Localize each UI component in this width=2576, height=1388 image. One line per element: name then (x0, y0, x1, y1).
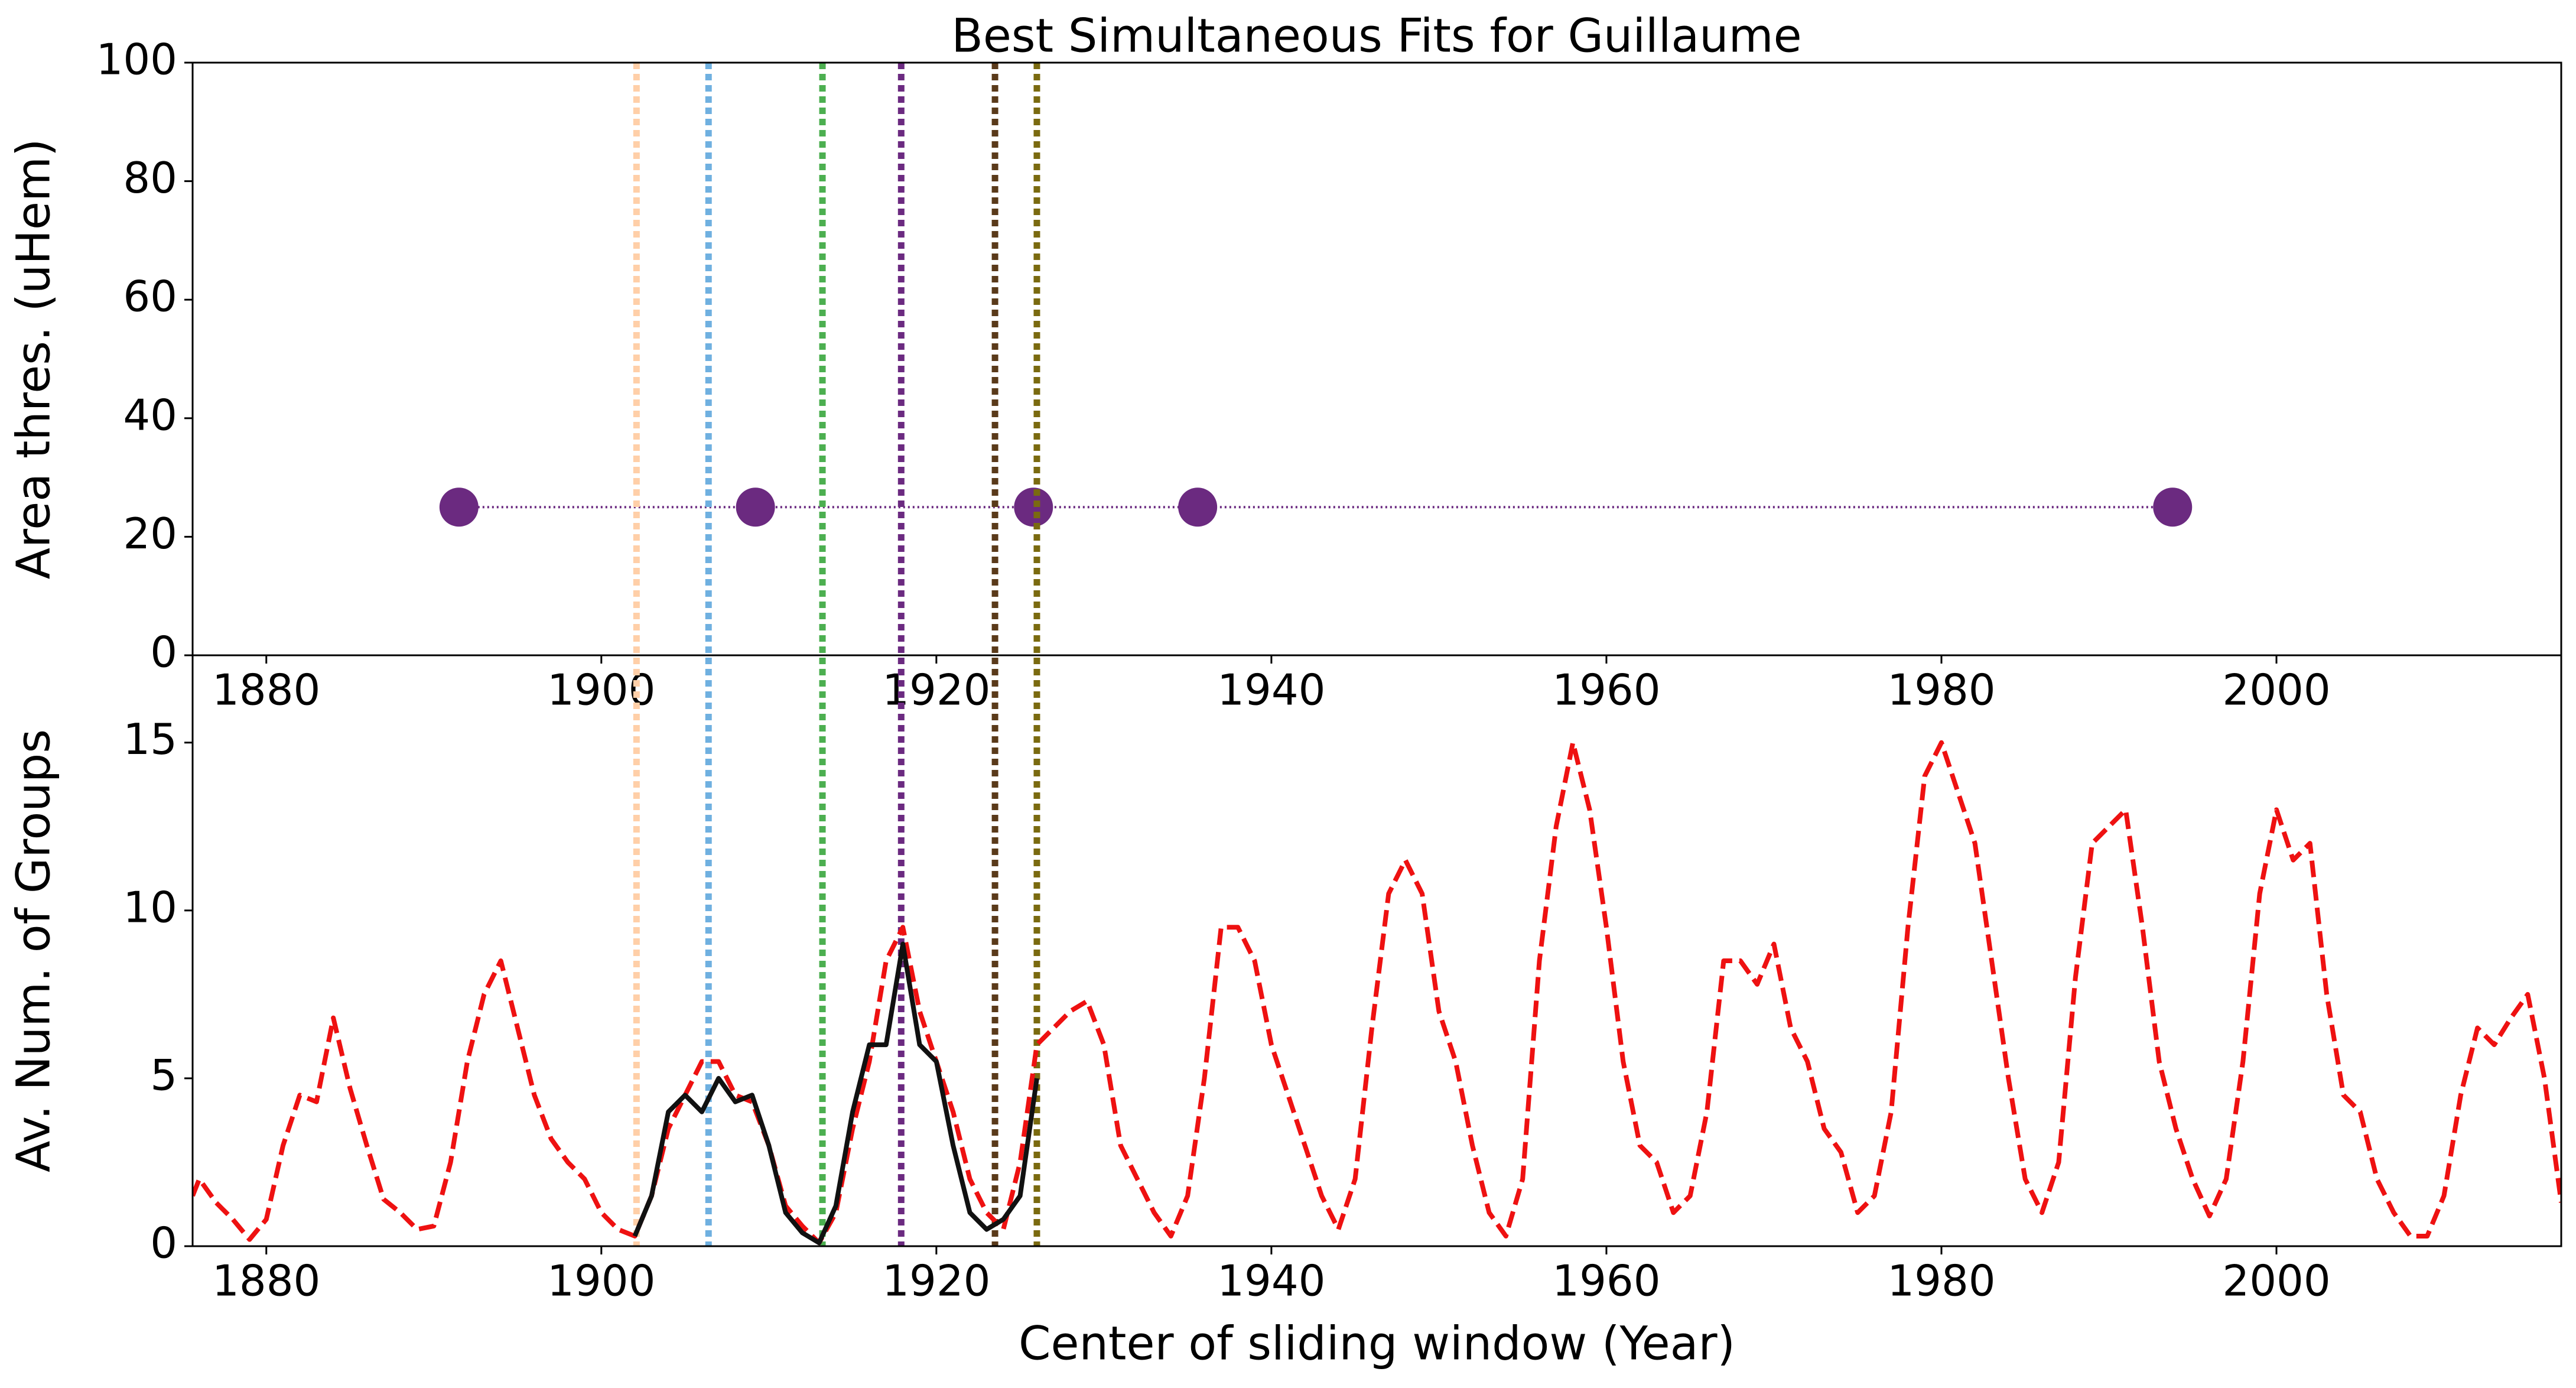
x-tick-label: 1880 (212, 665, 320, 715)
y-tick-label: 0 (150, 628, 177, 677)
point (439, 487, 479, 527)
y-tick-label: 10 (123, 882, 177, 932)
axes-frame (191, 61, 2562, 656)
point (1014, 487, 1053, 527)
y-tick-label: 60 (123, 272, 177, 321)
plot-area (193, 740, 2561, 1246)
x-tick-label: 1980 (1887, 1256, 1995, 1306)
x-tick-label: 2000 (2222, 1256, 2330, 1306)
x-tick-label: 2000 (2222, 665, 2330, 715)
line (193, 740, 2561, 1246)
y-tick-label: 80 (123, 153, 177, 203)
x-tick-label: 1980 (1887, 665, 1995, 715)
point (2153, 487, 2193, 527)
x-axis-label: Center of sliding window (Year) (1019, 1317, 1735, 1370)
y-tick-label: 20 (123, 509, 177, 558)
y-tick-label: 40 (123, 390, 177, 440)
axes-frame (191, 654, 2562, 1247)
x-tick-label: 1940 (1217, 665, 1325, 715)
chart-title: Best Simultaneous Fits for Guillaume (951, 9, 1801, 63)
x-tick-label: 1900 (547, 1256, 655, 1306)
y-tick-label: 15 (123, 714, 177, 764)
point (1178, 487, 1218, 527)
y-axis-label: Av. Num. of Groups (7, 729, 60, 1172)
plot-area (439, 487, 2193, 527)
y-tick-label: 5 (150, 1050, 177, 1100)
line (632, 941, 1039, 1246)
x-tick-label: 1920 (882, 1256, 990, 1306)
x-tick-label: 1940 (1217, 1256, 1325, 1306)
x-tick-label: 1960 (1552, 1256, 1660, 1306)
y-axis-label: Area thres. (uHem) (7, 139, 60, 580)
point (736, 487, 775, 527)
y-tick-label: 0 (150, 1218, 177, 1268)
x-tick-label: 1960 (1552, 665, 1660, 715)
y-tick-label: 100 (96, 35, 177, 84)
x-tick-label: 1880 (212, 1256, 320, 1306)
